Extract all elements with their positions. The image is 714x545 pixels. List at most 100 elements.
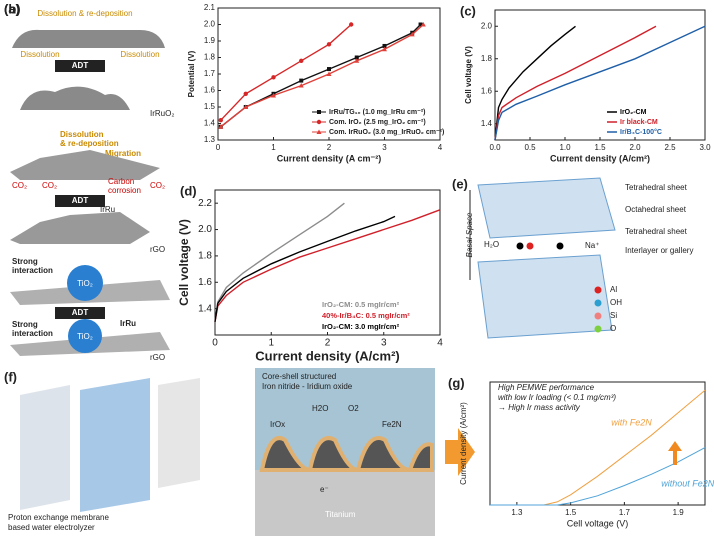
- x-tick-label: 3.0: [699, 143, 711, 152]
- y-tick-label: 2.1: [204, 3, 216, 12]
- ion: [556, 242, 564, 250]
- label: Iron nitride - Iridium oxide: [262, 382, 353, 391]
- label: Strong: [12, 320, 38, 329]
- legend-entry: IrO₂-CM: 3.0 mgIr/cm²: [322, 322, 400, 331]
- y-axis-label: Potential (V): [187, 50, 196, 97]
- label: O2: [348, 404, 359, 413]
- particle-layer: [12, 29, 165, 48]
- label: ADT: [72, 308, 89, 317]
- x-tick-label: 4: [437, 338, 443, 349]
- series-line: [214, 202, 345, 322]
- panel-a: (a) Dissolution & re-deposition Dissolut…: [4, 1, 174, 362]
- marker: [420, 22, 426, 27]
- marker: [299, 58, 304, 63]
- particle-layer: [20, 86, 130, 110]
- y-tick-label: 2.0: [204, 20, 216, 29]
- series-label: without Fe2N: [661, 479, 714, 489]
- x-axis-label: Current density (A/cm²): [550, 153, 650, 163]
- legend-entry: Ir/B₄C-100°C: [620, 128, 662, 136]
- label: rGO: [150, 245, 165, 254]
- sheet: [477, 177, 616, 239]
- label: Fe2N: [382, 420, 402, 429]
- marker: [298, 83, 304, 88]
- label: rGO: [150, 353, 165, 362]
- x-tick-label: 1.3: [511, 508, 523, 517]
- series-line: [490, 389, 706, 506]
- marker: [243, 91, 248, 97]
- y-tick-label: 1.7: [204, 69, 216, 78]
- panel-label: (b): [4, 1, 21, 16]
- legend-entry: IrRu/TG₁₀ (1.0 mg_IrRu cm⁻²): [329, 109, 425, 116]
- marker: [349, 22, 354, 27]
- label: O: [610, 324, 616, 333]
- label: Interlayer or gallery: [625, 246, 693, 255]
- label: Al: [610, 285, 617, 294]
- series-line: [494, 25, 576, 141]
- plot-frame: [489, 381, 706, 506]
- label: H2O: [312, 404, 328, 413]
- label: Si: [610, 311, 617, 320]
- label: Carbon: [108, 177, 134, 186]
- y-axis-label: Current density (A/cm²): [459, 402, 468, 485]
- marker: [316, 119, 322, 125]
- label: interaction: [12, 266, 53, 275]
- x-tick-label: 0.5: [524, 143, 536, 152]
- label: based water electrolyzer: [8, 523, 95, 532]
- series-line: [214, 215, 396, 322]
- label: Tetrahedral sheet: [625, 227, 688, 236]
- x-tick-label: 2: [325, 338, 331, 349]
- label: IrRuO₂: [150, 109, 174, 118]
- panel-label: (g): [448, 375, 465, 390]
- label: H₂O: [484, 240, 499, 249]
- x-tick-label: 1: [268, 338, 274, 349]
- annotation-line: with low Ir loading (< 0.1 mg/cm³): [498, 393, 616, 402]
- annotation-line: High PEMWE performance: [498, 383, 595, 392]
- y-axis-label: Cell voltage (V): [177, 219, 191, 306]
- tio2-particle: [68, 319, 102, 353]
- panel-label: (d): [180, 183, 197, 198]
- label: Dissolution: [60, 130, 104, 139]
- series-line: [494, 25, 657, 141]
- label: CO₂: [42, 181, 57, 190]
- label: IrRu: [100, 205, 115, 214]
- x-tick-label: 1.5: [565, 508, 577, 517]
- label: CO₂: [150, 181, 165, 190]
- marker: [354, 55, 359, 60]
- marker: [382, 46, 387, 52]
- y-tick-label: 2.0: [481, 21, 493, 30]
- label: Strong: [12, 257, 38, 266]
- sheet: [477, 254, 613, 339]
- arrow: [55, 307, 105, 319]
- label: Titanium: [325, 510, 356, 519]
- label: IrOx: [270, 420, 285, 429]
- panel-label: (f): [4, 369, 17, 384]
- marker: [299, 78, 304, 83]
- marker: [271, 75, 276, 80]
- x-tick-label: 0: [216, 143, 221, 152]
- x-axis-label: Cell voltage (V): [567, 518, 629, 528]
- label: Dissolution & re-deposition: [37, 9, 132, 18]
- core-shell: [259, 436, 434, 473]
- marker: [382, 43, 387, 48]
- membrane: [80, 378, 150, 512]
- legend-dot: [594, 312, 602, 320]
- label: Na⁺: [585, 241, 599, 250]
- series-line: [220, 23, 352, 121]
- y-tick-label: 1.6: [481, 86, 493, 95]
- titanium: [255, 470, 435, 536]
- marker: [317, 110, 321, 114]
- marker: [326, 71, 332, 76]
- arrow: [55, 195, 105, 207]
- legend-entry: Com. IrRuO₂ (3.0 mg_IrRuO₂ cm⁻²): [329, 129, 444, 136]
- plate: [158, 378, 200, 488]
- arrow: [445, 428, 475, 476]
- label: OH: [610, 298, 622, 307]
- water: [526, 242, 534, 250]
- y-tick-label: 1.3: [204, 135, 216, 144]
- x-tick-label: 1.0: [559, 143, 571, 152]
- label: TiO₂: [77, 332, 93, 341]
- x-tick-label: 3: [382, 143, 387, 152]
- x-tick-label: 0: [212, 338, 218, 349]
- y-tick-label: 1.4: [204, 119, 216, 128]
